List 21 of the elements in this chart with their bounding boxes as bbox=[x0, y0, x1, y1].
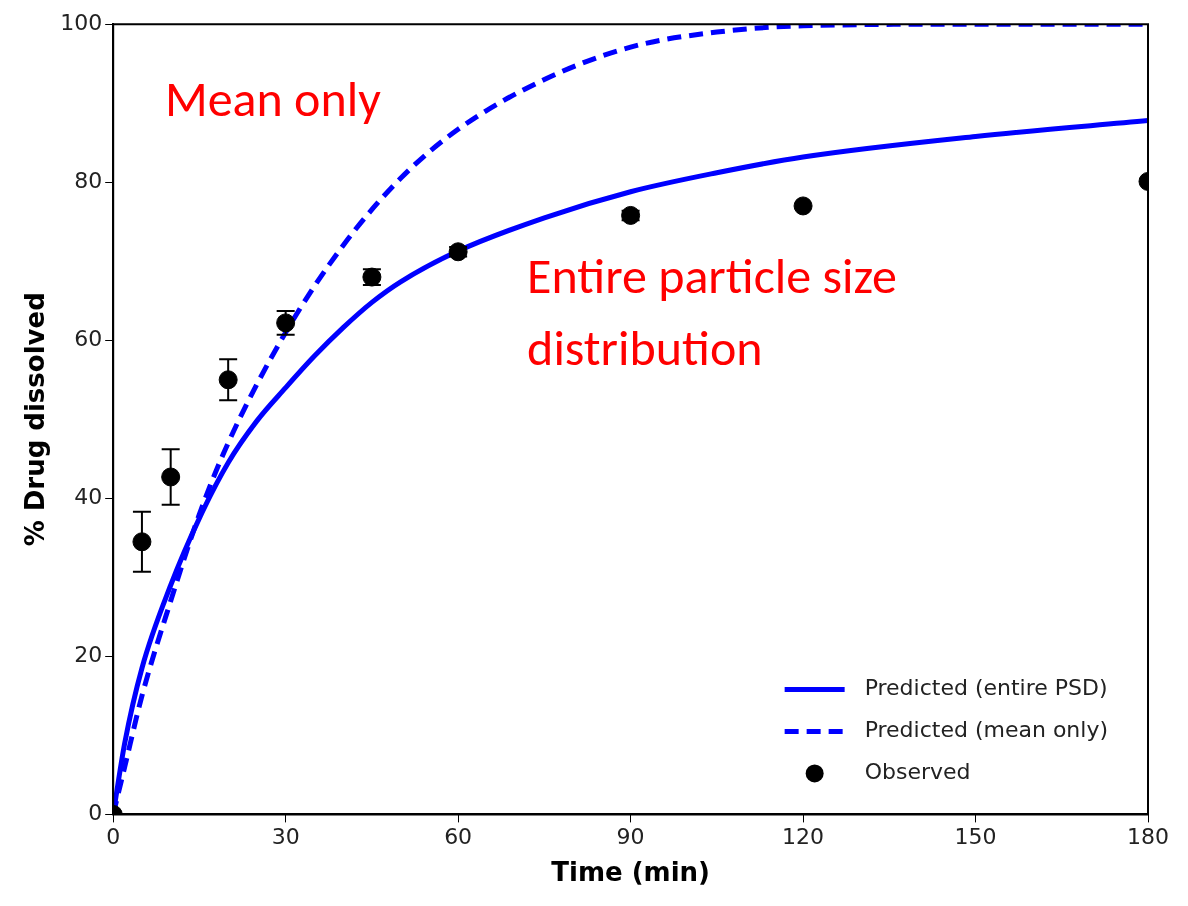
x-tick-label: 150 bbox=[954, 824, 997, 850]
y-tick-label: 0 bbox=[88, 800, 103, 826]
x-tick-label: 180 bbox=[1127, 824, 1169, 850]
legend-label: Observed bbox=[864, 759, 971, 785]
legend-label: Predicted (entire PSD) bbox=[864, 675, 1108, 701]
legend-label: Predicted (mean only) bbox=[864, 717, 1109, 743]
x-tick-label: 90 bbox=[616, 824, 645, 850]
y-tick-label: 40 bbox=[74, 484, 103, 510]
annotation: Entire particle size distribution bbox=[527, 245, 897, 379]
x-tick-label: 60 bbox=[444, 824, 473, 850]
y-tick-label: 100 bbox=[60, 9, 103, 35]
point bbox=[793, 196, 813, 216]
x-tick-label: 30 bbox=[271, 824, 300, 850]
x-tick-label: 0 bbox=[106, 824, 121, 850]
x-tick-label: 120 bbox=[782, 824, 825, 850]
y-tick-label: 20 bbox=[74, 642, 103, 668]
annotation: Mean only bbox=[164, 67, 382, 129]
x-axis-title: Time (min) bbox=[551, 857, 710, 888]
y-tick-label: 60 bbox=[74, 326, 103, 351]
y-axis-title: % Drug dissolved bbox=[20, 292, 51, 547]
y-tick-label: 80 bbox=[74, 167, 103, 193]
